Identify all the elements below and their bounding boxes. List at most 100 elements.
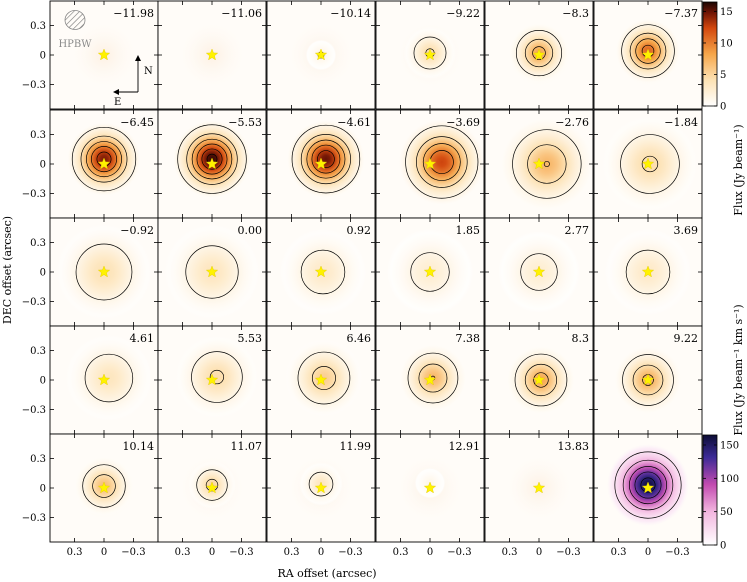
channel-panel: −3.69 [375, 109, 485, 219]
velocity-label: 7.38 [456, 332, 481, 345]
contour-line [640, 477, 656, 493]
channel-panel: 4.61 0.3 0 −0.3 [22, 325, 159, 435]
emission-blob [499, 116, 593, 212]
contour-line [311, 366, 336, 391]
colorbar-tick-label: 5 [720, 70, 726, 81]
contour-line [641, 155, 659, 173]
star-marker [97, 481, 111, 494]
colorbar-moment: 0 50 100 150 Flux (Jy beam⁻¹ km s⁻¹) [702, 304, 745, 552]
x-tick-label: −0.3 [338, 547, 362, 558]
colorbar-channels-ticks: 0 5 10 15 [703, 7, 733, 113]
emission-blob [398, 118, 484, 206]
channel-panel: 1.85 [375, 217, 485, 327]
contour-line [620, 134, 680, 194]
contour-line [300, 249, 346, 295]
velocity-label: 12.91 [449, 440, 481, 453]
contour-line [621, 24, 675, 78]
channel-panel: 8.3 [484, 325, 594, 435]
y-tick-label: −0.3 [22, 513, 46, 524]
colorbar-tick-label: 50 [720, 507, 733, 518]
contour-line [201, 148, 223, 170]
x-tick-label: 0.3 [393, 547, 409, 558]
y-tick-label: 0 [40, 160, 46, 171]
channel-panel: −8.3 [484, 0, 594, 110]
contour-line [524, 363, 558, 397]
x-tick-label: 0 [427, 547, 433, 558]
velocity-label: 0.92 [347, 224, 372, 237]
x-tick-label: 0.3 [284, 547, 300, 558]
star-marker [532, 373, 546, 386]
star-marker [532, 157, 546, 170]
x-tick-label: 0.3 [611, 547, 627, 558]
panel-frame [484, 0, 594, 110]
colorbar-tick-label: 0 [720, 102, 726, 113]
star-marker [314, 481, 328, 494]
star-marker [205, 157, 219, 170]
x-tick-label: 0 [318, 547, 324, 558]
contour-line [308, 471, 334, 497]
contour-line [527, 144, 567, 184]
x-tick-label: −0.3 [447, 547, 471, 558]
east-label: E [114, 97, 121, 108]
channel-panel: −5.53 [157, 109, 267, 219]
contour-line [177, 124, 247, 194]
channel-panel: 3.69 [593, 217, 703, 327]
contour-line [86, 141, 122, 178]
channel-panel: −11.06 [157, 0, 267, 110]
channel-panel: −2.76 [484, 109, 594, 219]
y-tick-label: 0.3 [30, 130, 46, 141]
contour-line [413, 36, 447, 70]
colorbar-moment-gradient [702, 434, 718, 546]
contour-line [405, 125, 479, 199]
channel-panel: −9.22 [375, 0, 485, 110]
contour-line [84, 353, 134, 403]
x-tick-label: 0 [101, 547, 107, 558]
velocity-label: −4.61 [337, 116, 371, 129]
contour-line [625, 249, 671, 295]
channel-panel: 2.77 [484, 217, 594, 327]
star-marker [641, 373, 655, 386]
star-marker [423, 265, 437, 278]
contour-line [407, 352, 459, 404]
star-marker [205, 265, 219, 278]
contour-line [628, 466, 668, 505]
star-marker [532, 48, 546, 61]
star-marker [314, 48, 328, 61]
x-tick-label: −0.3 [665, 547, 689, 558]
contour-line [512, 129, 582, 199]
contour-line [514, 353, 568, 407]
colorbar-tick-label: 10 [720, 38, 733, 49]
panels-layer: −11.98 0.3 0 −0.3 −11.06 −10.14 −9.22 −8.3 −7.37… [22, 0, 703, 558]
y-tick-label: 0.3 [30, 21, 46, 32]
contour-line [422, 143, 461, 181]
contour-line [311, 144, 341, 174]
contour-line [410, 252, 450, 292]
north-label: N [144, 66, 153, 77]
contour-line [191, 138, 233, 180]
contour-line [635, 38, 661, 64]
x-tick-label: −0.3 [229, 547, 253, 558]
beam-ellipse [64, 10, 86, 30]
contour-line [416, 136, 468, 188]
contour-line [297, 351, 351, 405]
velocity-label: −1.84 [664, 116, 698, 129]
velocity-label: 10.14 [123, 440, 155, 453]
contour-line [632, 364, 664, 396]
contour-line [196, 469, 228, 501]
velocity-label: 8.3 [572, 332, 590, 345]
star-marker [205, 481, 219, 494]
colorbar-tick-label: 150 [720, 441, 739, 452]
star-marker [423, 373, 437, 386]
channel-panel: −10.14 [266, 0, 376, 110]
velocity-label: −7.37 [664, 7, 698, 20]
channel-panel: 0.3 0 −0.3 [593, 433, 703, 558]
contour-line [186, 133, 238, 185]
panel-frame [375, 0, 485, 110]
colorbar-tick-label: 0 [720, 541, 726, 552]
channel-panel: −1.84 [593, 109, 703, 219]
velocity-label: −5.53 [228, 116, 262, 129]
y-tick-label: 0 [40, 484, 46, 495]
star-marker [532, 265, 546, 278]
colorbar-moment-ticks: 0 50 100 150 [703, 441, 739, 552]
